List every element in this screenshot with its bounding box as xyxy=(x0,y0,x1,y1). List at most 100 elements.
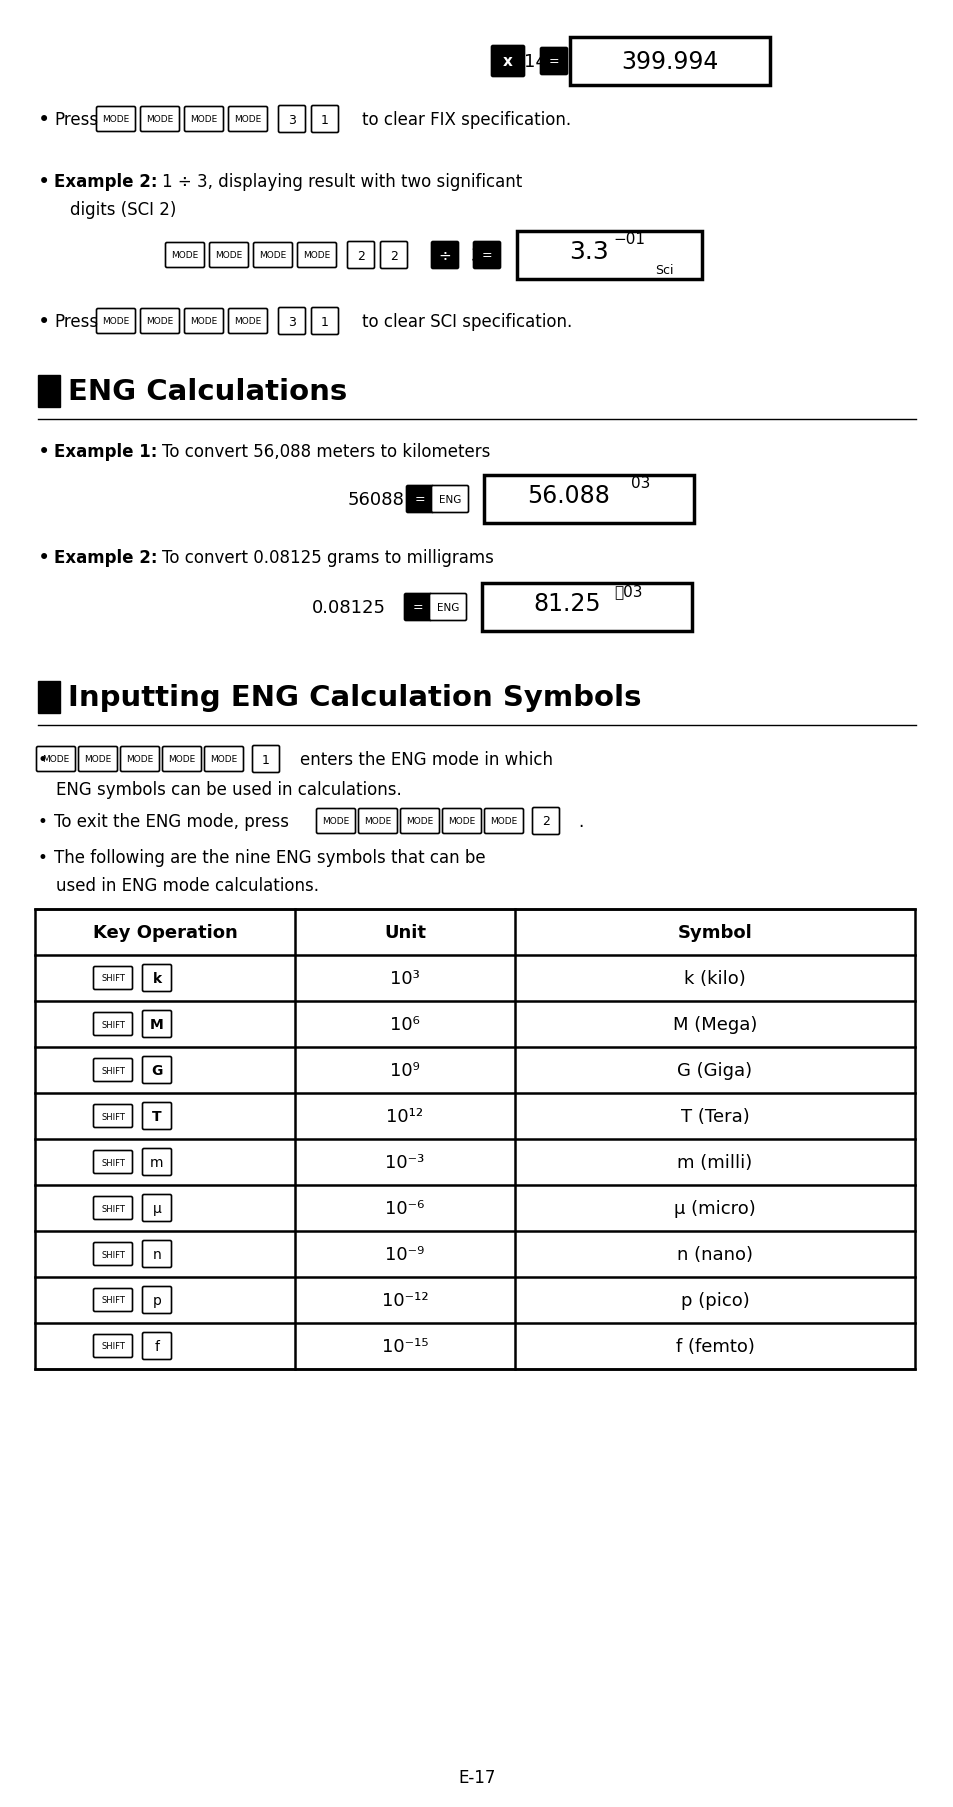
FancyBboxPatch shape xyxy=(93,1243,132,1265)
FancyBboxPatch shape xyxy=(165,244,204,269)
FancyBboxPatch shape xyxy=(204,746,243,772)
Text: ENG Calculations: ENG Calculations xyxy=(68,378,347,407)
Text: MODE: MODE xyxy=(172,251,198,260)
Text: m (milli): m (milli) xyxy=(677,1153,752,1171)
FancyBboxPatch shape xyxy=(93,1288,132,1312)
Text: to clear SCI specification.: to clear SCI specification. xyxy=(361,313,572,331)
Text: n (nano): n (nano) xyxy=(677,1245,752,1263)
Bar xyxy=(38,376,60,408)
Text: Example 2:: Example 2: xyxy=(54,549,157,567)
Text: 10⁻⁹: 10⁻⁹ xyxy=(385,1245,424,1263)
Text: •: • xyxy=(38,750,48,768)
Text: p: p xyxy=(152,1294,161,1306)
FancyBboxPatch shape xyxy=(297,244,336,269)
Text: T: T xyxy=(152,1109,162,1124)
Text: f (femto): f (femto) xyxy=(675,1337,754,1355)
FancyBboxPatch shape xyxy=(162,746,201,772)
Text: •: • xyxy=(38,548,51,567)
Text: To convert 56,088 meters to kilometers: To convert 56,088 meters to kilometers xyxy=(162,443,490,461)
Text: To convert 0.08125 grams to milligrams: To convert 0.08125 grams to milligrams xyxy=(162,549,494,567)
Text: MODE: MODE xyxy=(102,318,130,327)
Text: T (Tera): T (Tera) xyxy=(679,1108,749,1126)
Bar xyxy=(483,475,693,524)
Text: MODE: MODE xyxy=(211,755,237,764)
Text: MODE: MODE xyxy=(126,755,153,764)
Text: G (Giga): G (Giga) xyxy=(677,1061,752,1079)
Text: to clear FIX specification.: to clear FIX specification. xyxy=(361,110,571,128)
Text: 1: 1 xyxy=(429,248,440,266)
Text: ÷: ÷ xyxy=(438,248,451,264)
Text: −01: −01 xyxy=(613,233,645,248)
Text: 3.3: 3.3 xyxy=(569,240,609,264)
FancyBboxPatch shape xyxy=(431,486,468,513)
FancyBboxPatch shape xyxy=(142,1149,172,1176)
Text: M: M xyxy=(150,1017,164,1032)
FancyBboxPatch shape xyxy=(540,49,567,76)
FancyBboxPatch shape xyxy=(142,965,172,992)
Text: 10³: 10³ xyxy=(390,970,419,987)
FancyBboxPatch shape xyxy=(491,47,524,78)
Text: 56.088: 56.088 xyxy=(527,484,610,508)
Text: 0.08125: 0.08125 xyxy=(312,598,386,616)
FancyBboxPatch shape xyxy=(429,595,466,622)
Text: ENG symbols can be used in calculations.: ENG symbols can be used in calculations. xyxy=(56,781,401,799)
FancyBboxPatch shape xyxy=(142,1241,172,1269)
Text: MODE: MODE xyxy=(191,318,217,327)
Text: Press: Press xyxy=(54,110,98,128)
Text: 2: 2 xyxy=(356,249,365,262)
Text: Key Operation: Key Operation xyxy=(92,923,237,941)
Text: MODE: MODE xyxy=(191,116,217,125)
Text: E-17: E-17 xyxy=(457,1767,496,1785)
FancyBboxPatch shape xyxy=(184,309,223,334)
Text: SHIFT: SHIFT xyxy=(101,1111,125,1120)
Text: =: = xyxy=(413,602,423,614)
Text: MODE: MODE xyxy=(102,116,130,125)
Text: MODE: MODE xyxy=(146,116,173,125)
Text: Sci: Sci xyxy=(655,264,673,276)
Text: MODE: MODE xyxy=(234,318,261,327)
Text: 399.994: 399.994 xyxy=(620,51,718,74)
FancyBboxPatch shape xyxy=(142,1287,172,1314)
FancyBboxPatch shape xyxy=(140,107,179,132)
FancyBboxPatch shape xyxy=(278,309,305,336)
Text: •: • xyxy=(38,849,48,867)
FancyBboxPatch shape xyxy=(253,244,293,269)
FancyBboxPatch shape xyxy=(93,1059,132,1082)
FancyBboxPatch shape xyxy=(142,1194,172,1222)
Text: x: x xyxy=(502,54,513,69)
FancyBboxPatch shape xyxy=(278,107,305,134)
FancyBboxPatch shape xyxy=(532,808,558,835)
Bar xyxy=(517,231,701,280)
Text: μ (micro): μ (micro) xyxy=(674,1200,755,1218)
FancyBboxPatch shape xyxy=(400,810,439,835)
FancyBboxPatch shape xyxy=(184,107,223,132)
Text: 10⁶: 10⁶ xyxy=(390,1016,419,1034)
FancyBboxPatch shape xyxy=(93,1196,132,1220)
Text: •: • xyxy=(38,813,48,831)
Text: k (kilo): k (kilo) xyxy=(683,970,745,987)
FancyBboxPatch shape xyxy=(93,967,132,990)
Text: f: f xyxy=(154,1339,159,1353)
Bar xyxy=(38,681,60,714)
FancyBboxPatch shape xyxy=(96,107,135,132)
Text: MODE: MODE xyxy=(259,251,286,260)
FancyBboxPatch shape xyxy=(404,595,431,622)
Text: 3: 3 xyxy=(288,114,295,126)
FancyBboxPatch shape xyxy=(358,810,397,835)
FancyBboxPatch shape xyxy=(316,810,355,835)
Text: SHIFT: SHIFT xyxy=(101,1066,125,1075)
Text: Symbol: Symbol xyxy=(677,923,752,941)
Text: 1: 1 xyxy=(321,114,329,126)
Text: Inputting ENG Calculation Symbols: Inputting ENG Calculation Symbols xyxy=(68,683,640,712)
Text: MODE: MODE xyxy=(448,817,476,826)
Text: 1 ÷ 3, displaying result with two significant: 1 ÷ 3, displaying result with two signif… xyxy=(162,173,521,192)
FancyBboxPatch shape xyxy=(96,309,135,334)
Text: •: • xyxy=(38,172,51,192)
Text: 3: 3 xyxy=(471,248,482,266)
FancyBboxPatch shape xyxy=(312,107,338,134)
FancyBboxPatch shape xyxy=(253,746,279,773)
Text: n: n xyxy=(152,1247,161,1261)
Text: k: k xyxy=(152,972,161,985)
Text: Example 1:: Example 1: xyxy=(54,443,157,461)
Text: m: m xyxy=(150,1155,164,1169)
